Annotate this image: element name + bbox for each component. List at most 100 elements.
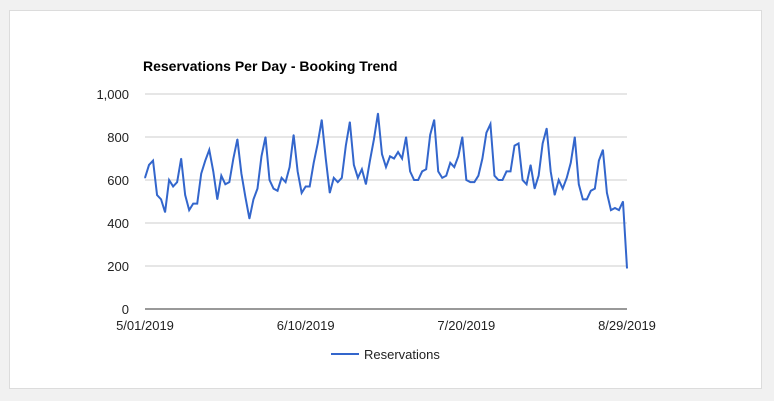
data-point	[558, 179, 560, 181]
data-point	[433, 119, 435, 121]
data-point	[244, 196, 247, 198]
data-point	[341, 177, 343, 179]
data-point	[405, 136, 407, 138]
data-point	[493, 175, 496, 177]
data-point	[513, 145, 516, 147]
data-point	[477, 175, 479, 177]
data-point	[465, 179, 467, 181]
data-point	[582, 198, 584, 200]
data-point	[397, 151, 399, 153]
data-point	[525, 183, 528, 185]
data-point	[156, 194, 158, 196]
x-tick-label: 6/10/2019	[277, 318, 335, 333]
data-point	[489, 123, 492, 125]
data-point	[530, 164, 532, 166]
data-point	[421, 170, 423, 172]
data-point	[176, 181, 178, 183]
data-point	[160, 198, 162, 200]
data-point	[538, 175, 540, 177]
data-point	[204, 160, 206, 162]
data-point	[369, 160, 371, 162]
data-point	[345, 145, 347, 147]
y-tick-label: 400	[107, 216, 129, 231]
data-point	[289, 166, 291, 168]
data-point	[425, 168, 427, 170]
data-point	[445, 175, 447, 177]
data-point	[413, 179, 415, 181]
data-point	[353, 164, 355, 166]
chart-title: Reservations Per Day - Booking Trend	[143, 58, 397, 74]
legend-label: Reservations	[364, 347, 440, 362]
data-point	[256, 188, 259, 190]
data-point	[196, 203, 198, 205]
data-point	[546, 127, 548, 129]
data-point	[501, 179, 504, 181]
data-point	[152, 160, 154, 162]
series-points	[144, 112, 628, 269]
data-point	[590, 190, 592, 192]
data-point	[578, 183, 580, 185]
data-point	[216, 198, 218, 200]
data-point	[598, 160, 600, 162]
data-point	[321, 119, 323, 121]
data-point	[509, 170, 512, 172]
gridlines	[145, 93, 627, 310]
data-point	[401, 157, 403, 160]
data-point	[409, 170, 411, 172]
data-point	[594, 188, 596, 190]
data-point	[172, 185, 174, 188]
data-point	[325, 157, 327, 160]
data-point	[276, 190, 279, 192]
data-point	[309, 185, 311, 188]
data-point	[333, 177, 335, 179]
data-point	[164, 211, 166, 213]
data-point	[228, 181, 230, 183]
data-point	[220, 175, 222, 177]
data-point	[393, 157, 395, 160]
data-point	[373, 138, 375, 140]
data-point	[473, 181, 475, 183]
data-point	[305, 185, 307, 188]
data-point	[497, 179, 500, 181]
y-tick-label: 0	[122, 302, 129, 317]
data-point	[280, 177, 283, 179]
data-point	[602, 149, 604, 151]
data-point	[357, 177, 359, 179]
y-tick-label: 1,000	[96, 87, 129, 102]
data-point	[562, 188, 564, 190]
data-point	[329, 192, 331, 194]
data-point	[272, 188, 275, 190]
data-point	[453, 166, 455, 168]
data-point	[517, 142, 520, 145]
y-tick-label: 600	[107, 173, 129, 188]
data-point	[389, 155, 391, 157]
data-point	[365, 183, 367, 185]
data-point	[481, 157, 483, 160]
data-point	[313, 162, 315, 164]
data-point	[240, 172, 242, 175]
x-tick-label: 7/20/2019	[437, 318, 495, 333]
data-point	[236, 138, 238, 140]
data-point	[200, 172, 202, 175]
data-point	[505, 170, 508, 172]
data-point	[626, 267, 628, 269]
data-point	[614, 207, 616, 209]
data-point	[268, 179, 271, 181]
data-point	[586, 198, 588, 200]
x-tick-label: 5/01/2019	[116, 318, 174, 333]
data-point	[469, 181, 471, 183]
data-point	[293, 134, 295, 136]
data-point	[297, 170, 299, 172]
data-point	[570, 162, 572, 164]
data-point	[252, 198, 255, 200]
data-point	[554, 194, 556, 196]
data-point	[148, 164, 150, 166]
data-point	[441, 177, 443, 179]
data-point	[385, 166, 387, 168]
data-point	[461, 136, 463, 138]
data-point	[606, 192, 608, 194]
data-point	[264, 136, 267, 138]
y-tick-label: 800	[107, 130, 129, 145]
data-point	[622, 200, 624, 203]
data-point	[317, 142, 319, 145]
